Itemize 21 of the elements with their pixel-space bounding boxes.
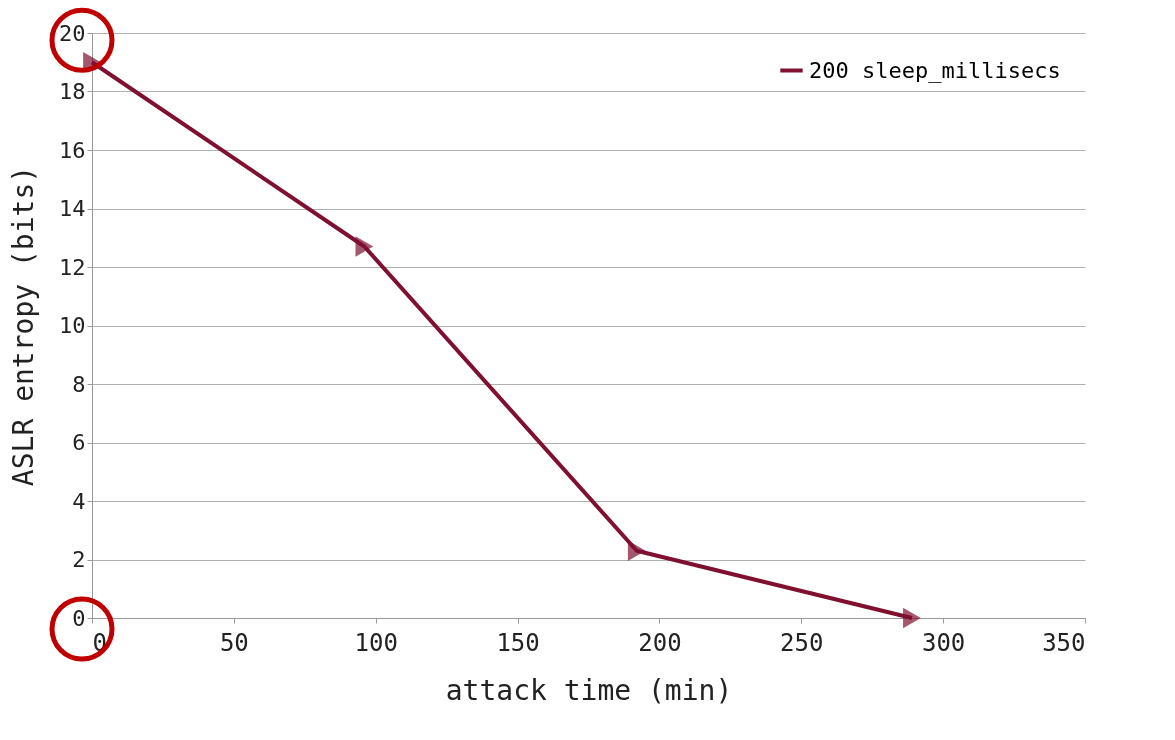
y-axis-title: ASLR entropy (bits) bbox=[7, 165, 41, 487]
y-tick-label: 6 bbox=[72, 430, 86, 455]
y-tick-label: 16 bbox=[59, 137, 86, 163]
x-tick-label: 150 bbox=[496, 628, 540, 657]
y-tick-label: 14 bbox=[59, 196, 86, 221]
legend-label: 200 sleep_millisecs bbox=[809, 57, 1061, 83]
y-tick-label: 8 bbox=[72, 371, 86, 397]
x-tick-label: 300 bbox=[921, 628, 966, 657]
y-tick-label: 18 bbox=[59, 79, 86, 104]
y-tick-label: 2 bbox=[72, 547, 86, 572]
y-tick-label: 12 bbox=[59, 254, 86, 280]
x-tick-label: 50 bbox=[219, 628, 249, 657]
y-tick-label: 20 bbox=[59, 20, 86, 46]
x-tick-label: 100 bbox=[354, 628, 398, 657]
y-tick-label: 4 bbox=[72, 488, 86, 514]
x-tick-label: 200 bbox=[638, 628, 682, 657]
x-tick-label: 250 bbox=[780, 628, 824, 657]
x-axis-title: attack time (min) bbox=[445, 673, 733, 707]
y-tick-label: 0 bbox=[72, 605, 86, 631]
y-tick-label: 10 bbox=[59, 313, 86, 338]
x-tick-label: 350 bbox=[1042, 628, 1086, 657]
